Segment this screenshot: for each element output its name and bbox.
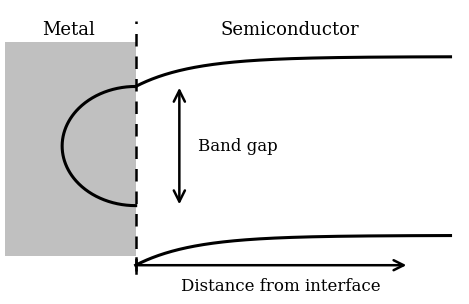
Text: Distance from interface: Distance from interface [181, 278, 380, 295]
Text: Metal: Metal [43, 21, 96, 39]
Text: Band gap: Band gap [198, 137, 278, 154]
Bar [5, 42, 136, 256]
Text: Semiconductor: Semiconductor [220, 21, 359, 39]
